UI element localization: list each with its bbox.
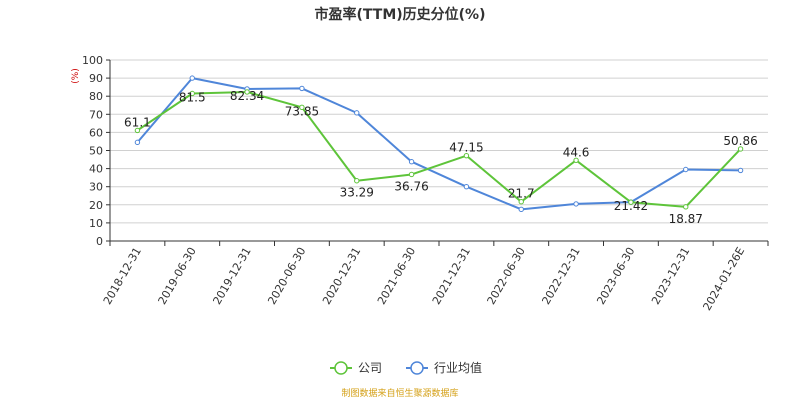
chart-title: 市盈率(TTM)历史分位(%): [315, 6, 486, 23]
y-tick-label: 30: [89, 181, 103, 194]
legend: 公司 行业均值: [330, 360, 482, 375]
data-point: [408, 159, 415, 165]
data-point: [573, 157, 579, 163]
data-label: 21.42: [614, 199, 648, 213]
data-label: 36.76: [394, 179, 428, 193]
x-tick-label: 2021-12-31: [430, 245, 473, 307]
data-point: [134, 127, 141, 134]
x-tick-label: 2020-06-30: [265, 245, 308, 307]
source-footer: 制图数据来自恒生聚源数据库: [341, 387, 458, 399]
data-label: 21.7: [508, 187, 535, 201]
data-point: [737, 167, 744, 174]
data-point: [134, 139, 141, 146]
y-tick-label: 100: [82, 54, 103, 67]
data-point: [299, 104, 305, 111]
y-axis-unit: (%): [71, 68, 81, 84]
y-tick-label: 90: [89, 72, 103, 85]
data-point: [518, 199, 524, 205]
x-tick-label: 2023-12-31: [649, 245, 692, 307]
grid: [110, 59, 768, 224]
data-point: [463, 184, 470, 190]
data-point: [573, 201, 579, 207]
data-label: 47.15: [449, 141, 483, 155]
series-lines: [134, 75, 744, 213]
data-point: [244, 89, 250, 95]
legend-marker: [410, 361, 424, 375]
y-tick-label: 70: [89, 108, 103, 121]
data-point: [518, 206, 524, 213]
y-tick-label: 80: [89, 90, 103, 103]
x-tick-label: 2019-12-31: [210, 245, 253, 307]
y-tick-label: 0: [96, 235, 103, 248]
data-point: [628, 199, 634, 205]
y-tick-label: 10: [89, 217, 103, 230]
legend-label: 公司: [358, 361, 382, 375]
data-label: 50.86: [723, 134, 757, 148]
data-label: 81.5: [179, 90, 206, 104]
x-tick-label: 2022-12-31: [539, 245, 582, 307]
data-point: [408, 171, 415, 178]
data-label: 44.6: [563, 145, 590, 159]
data-label: 18.87: [669, 212, 703, 226]
data-label: 73.85: [285, 104, 319, 118]
y-tick-label: 20: [89, 199, 103, 212]
series-line: [136, 90, 742, 208]
x-tick-label: 2019-06-30: [156, 245, 199, 307]
legend-label: 行业均值: [434, 360, 482, 375]
data-label: 61.1: [124, 115, 151, 129]
data-point: [189, 90, 195, 97]
x-tick-label: 2024-01-26E: [700, 245, 747, 313]
x-tick-label: 2022-06-30: [485, 245, 528, 307]
data-point: [354, 178, 360, 184]
data-point: [189, 75, 195, 81]
data-label: 33.29: [340, 186, 374, 200]
x-tick-label: 2021-06-30: [375, 245, 418, 307]
data-point: [683, 166, 689, 173]
data-label: 82.34: [230, 89, 264, 103]
legend-marker: [334, 361, 348, 375]
series-line: [136, 77, 741, 211]
data-point: [354, 110, 360, 116]
x-tick-label: 2023-06-30: [594, 245, 637, 307]
data-point: [299, 85, 305, 92]
x-tick-label: 2020-12-31: [320, 245, 363, 307]
x-tick-label: 2018-12-31: [101, 245, 144, 307]
data-point: [737, 146, 744, 152]
data-point: [683, 204, 689, 210]
data-labels: 61.1 81.5 82.34 73.85 33.29 36.76 47.15 21.7 44.…: [124, 89, 758, 226]
data-point: [463, 152, 470, 159]
y-tick-label: 40: [89, 163, 103, 176]
y-tick-label: 50: [89, 145, 103, 158]
y-tick-label: 60: [89, 126, 103, 139]
